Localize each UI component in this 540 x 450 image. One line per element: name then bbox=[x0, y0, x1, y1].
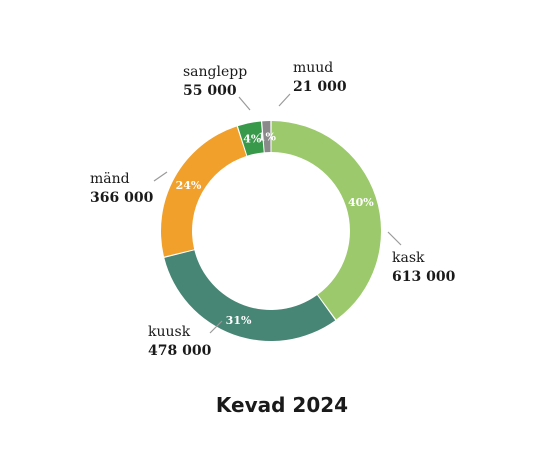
slice-kask bbox=[271, 121, 381, 320]
percent-label-kask: 40% bbox=[348, 196, 374, 209]
leader-line-kask bbox=[387, 231, 402, 246]
chart-labels: 40% kask 613 000 31% kuusk 478 000 24% mänd 366 … bbox=[90, 60, 456, 359]
slice-sanglepp bbox=[237, 121, 264, 156]
slice-kuusk bbox=[164, 250, 336, 341]
slice-mänd bbox=[160, 126, 247, 257]
chart-title: Kevad 2024 bbox=[216, 393, 348, 417]
leader-line-mänd bbox=[153, 171, 168, 182]
value-label-kuusk: 478 000 bbox=[148, 343, 212, 359]
percent-label-sanglepp: 4% bbox=[243, 132, 262, 145]
percent-label-mänd: 24% bbox=[176, 179, 202, 192]
chart-slices bbox=[160, 121, 381, 341]
category-label-muud: muud bbox=[293, 60, 333, 76]
category-label-sanglepp: sanglepp bbox=[183, 64, 247, 80]
slice-muud bbox=[262, 121, 271, 153]
percent-label-muud: 1% bbox=[258, 131, 277, 144]
percent-label-kuusk: 31% bbox=[226, 314, 252, 327]
value-label-muud: 21 000 bbox=[293, 79, 347, 95]
value-label-sanglepp: 55 000 bbox=[183, 83, 237, 99]
category-label-mänd: mänd bbox=[90, 171, 130, 187]
leader-line-muud bbox=[278, 93, 291, 107]
chart-leader-lines bbox=[153, 93, 402, 334]
leader-line-kuusk bbox=[209, 320, 223, 334]
value-label-kask: 613 000 bbox=[392, 269, 456, 285]
leader-line-sanglepp bbox=[238, 96, 251, 111]
category-label-kask: kask bbox=[392, 250, 425, 266]
category-label-kuusk: kuusk bbox=[148, 324, 191, 340]
value-label-mänd: 366 000 bbox=[90, 190, 154, 206]
